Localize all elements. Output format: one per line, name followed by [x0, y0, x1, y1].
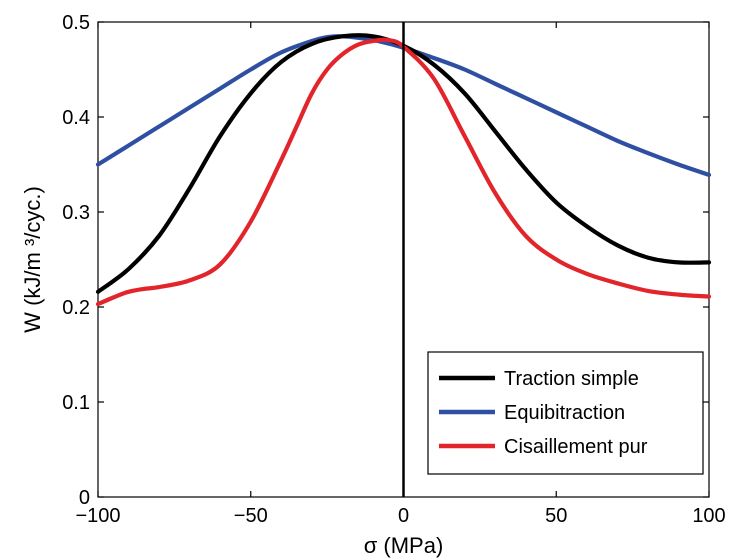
x-tick-label: 50 [545, 505, 567, 527]
y-axis: 0 0.1 0.2 0.3 0.4 0.5 [62, 12, 709, 509]
legend-label: Equibitraction [504, 402, 625, 424]
legend: Traction simple Equibitraction Cisaillemen… [427, 351, 704, 475]
y-tick-label: 0.4 [62, 107, 90, 129]
y-tick-label: 0.2 [62, 297, 90, 319]
y-tick-label: 0 [79, 487, 90, 509]
series-line-2 [95, 34, 712, 177]
y-axis-label: W (kJ/m ³/cyc.) [20, 186, 45, 333]
x-tick-label: 0 [398, 505, 409, 527]
x-axis-label: σ (MPa) [364, 533, 444, 558]
y-tick-label: 0.1 [62, 392, 90, 414]
series-line-3 [95, 37, 712, 307]
x-tick-label: −100 [75, 505, 120, 527]
y-tick-label: 0.3 [62, 202, 90, 224]
x-tick-label: 100 [692, 505, 725, 527]
legend-label: Cisaillement pur [504, 436, 648, 458]
legend-label: Traction simple [504, 368, 639, 390]
y-tick-label: 0.5 [62, 12, 90, 34]
x-tick-label: −50 [234, 505, 268, 527]
x-axis: −100 −50 0 50 100 [75, 22, 726, 527]
